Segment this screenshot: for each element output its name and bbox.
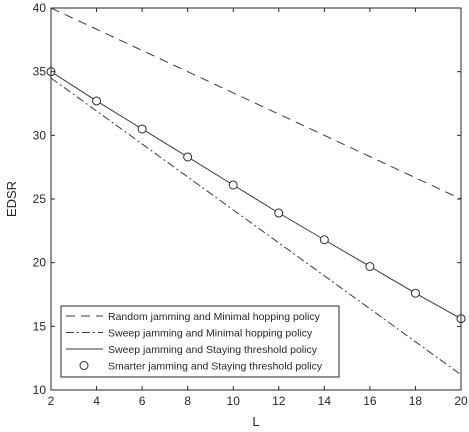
x-tick-label: 12 — [272, 394, 286, 408]
x-tick-label: 14 — [318, 394, 332, 408]
y-tick-label: 15 — [33, 319, 47, 333]
x-tick-label: 10 — [227, 394, 241, 408]
x-tick-label: 6 — [139, 394, 146, 408]
x-tick-label: 18 — [409, 394, 423, 408]
y-tick-label: 40 — [33, 1, 47, 15]
x-tick-label: 2 — [48, 394, 55, 408]
legend-marker-icon — [79, 361, 89, 370]
y-tick-label: 10 — [33, 383, 47, 397]
legend-entry-label: Random jamming and Minimal hopping polic… — [108, 311, 321, 323]
x-tick-label: 8 — [184, 394, 191, 408]
x-tick-label: 20 — [454, 394, 468, 408]
data-point-marker — [92, 96, 102, 106]
data-point-marker — [274, 208, 284, 218]
y-tick-label: 35 — [33, 65, 47, 79]
x-tick-label: 16 — [363, 394, 377, 408]
legend-entry-label: Smarter jamming and Staying threshold po… — [108, 361, 323, 373]
legend-entry-label: Sweep jamming and Minimal hopping policy — [108, 328, 313, 340]
x-tick-label: 4 — [93, 394, 100, 408]
data-point-marker — [410, 288, 420, 298]
data-point-marker — [183, 152, 193, 162]
legend-entry-label: Sweep jamming and Staying threshold poli… — [108, 344, 318, 356]
series-line-2 — [50, 77, 462, 376]
data-point-marker — [319, 235, 329, 245]
y-tick-label: 20 — [33, 256, 47, 270]
data-point-marker — [365, 261, 375, 271]
data-point-marker — [137, 124, 147, 134]
data-point-marker — [228, 180, 238, 190]
y-axis-label: EDSR — [4, 181, 19, 217]
series-line-1 — [50, 7, 462, 200]
y-tick-label: 30 — [33, 128, 47, 142]
series-line-3 — [50, 71, 462, 320]
legend-box — [60, 305, 340, 378]
x-axis-label: L — [252, 414, 259, 429]
y-tick-label: 25 — [33, 192, 47, 206]
